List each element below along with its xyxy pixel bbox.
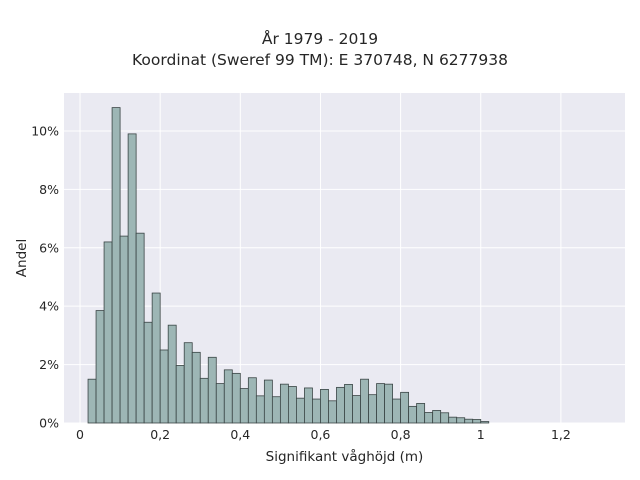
histogram-bar: [328, 400, 337, 424]
histogram-bar: [312, 398, 321, 424]
chart-subtitle: Koordinat (Sweref 99 TM): E 370748, N 62…: [132, 51, 508, 69]
chart-title: År 1979 - 2019: [261, 30, 379, 48]
histogram-bar: [135, 232, 145, 424]
x-tick-label: 0,8: [391, 427, 411, 442]
histogram-bar: [432, 410, 442, 424]
histogram-bar: [191, 351, 201, 424]
histogram-bar: [119, 235, 129, 424]
histogram-bar: [368, 394, 377, 424]
histogram-bar: [392, 398, 402, 424]
histogram-bar: [231, 372, 241, 424]
histogram-bar: [167, 324, 177, 424]
histogram-bar: [103, 241, 113, 424]
x-axis-ticks: 0 0,2 0,4 0,6 0,8 1 1,2: [76, 427, 571, 442]
histogram-bar: [287, 386, 297, 424]
histogram-bar: [416, 403, 426, 424]
histogram-bar: [95, 310, 105, 424]
histogram-bar: [159, 349, 169, 424]
histogram-bar: [87, 378, 97, 424]
histogram-bar: [175, 365, 185, 424]
histogram-bar: [448, 416, 458, 424]
histogram-bar: [255, 395, 265, 424]
x-tick-label: 0,6: [311, 427, 331, 442]
histogram-bar: [247, 377, 257, 424]
y-tick-label: 0%: [39, 416, 59, 431]
histogram-bar: [464, 418, 474, 424]
y-tick-label: 4%: [39, 299, 59, 314]
histogram-bar: [472, 419, 482, 424]
histogram-bar: [408, 405, 418, 424]
histogram-bar: [320, 389, 329, 424]
histogram-bar: [344, 384, 353, 424]
histogram-bar: [279, 383, 289, 424]
x-tick-label: 0,2: [150, 427, 170, 442]
histogram-bar: [215, 383, 225, 424]
histogram-bar: [360, 378, 369, 424]
x-tick-label: 0: [76, 427, 84, 442]
histogram-bar: [480, 421, 490, 424]
histogram-bar: [199, 377, 209, 424]
histogram-bar: [151, 292, 161, 424]
histogram-bar: [296, 397, 305, 424]
histogram-bar: [143, 321, 153, 424]
histogram-bar: [111, 107, 121, 424]
y-tick-label: 8%: [39, 182, 59, 197]
histogram-bar: [223, 369, 233, 424]
y-tick-label: 2%: [39, 357, 59, 372]
x-tick-label: 0,4: [230, 427, 250, 442]
x-tick-label: 1: [477, 427, 485, 442]
histogram-bar: [127, 133, 137, 424]
histogram-bar: [400, 391, 410, 424]
y-axis-ticks: 0% 2% 4% 6% 8% 10%: [31, 123, 59, 430]
histogram-bar: [207, 356, 217, 424]
y-tick-label: 6%: [39, 240, 59, 255]
histogram-bar: [336, 386, 345, 424]
histogram-bar: [384, 383, 393, 424]
histogram-bar: [376, 383, 385, 424]
histogram-bar: [239, 388, 249, 424]
histogram-bar: [440, 412, 450, 424]
histogram-bar: [271, 396, 281, 424]
histogram-bar: [352, 395, 361, 424]
histogram-bar: [263, 379, 273, 424]
x-axis-label: Signifikant våghöjd (m): [266, 448, 424, 465]
y-axis-label: Andel: [14, 239, 30, 277]
histogram-bar: [183, 342, 193, 424]
bars: [87, 107, 490, 424]
histogram-bar: [456, 417, 466, 424]
y-tick-label: 10%: [31, 123, 59, 138]
histogram-bar: [424, 412, 434, 424]
histogram-bar: [304, 387, 313, 424]
x-tick-label: 1,2: [551, 427, 571, 442]
